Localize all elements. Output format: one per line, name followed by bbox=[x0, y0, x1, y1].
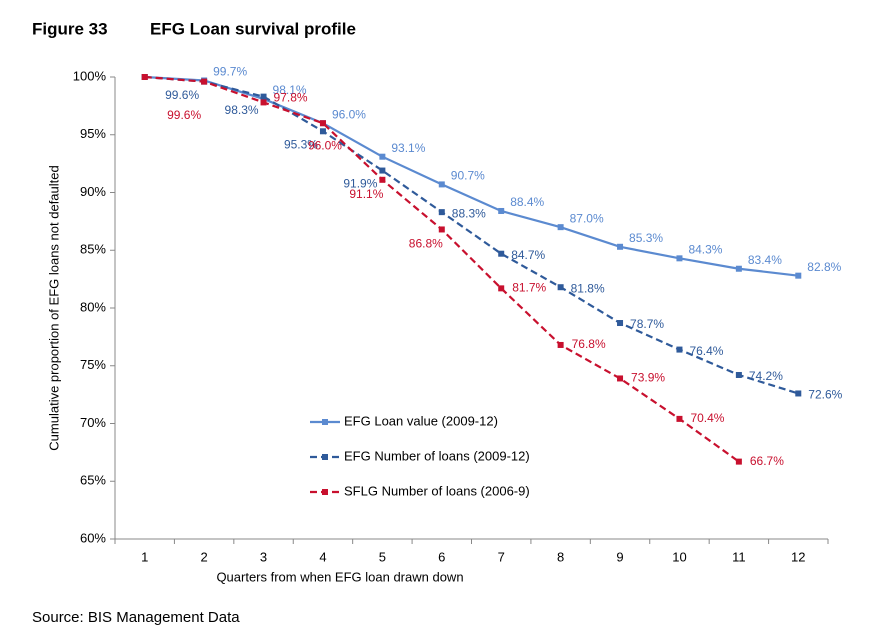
data-label: 96.0% bbox=[332, 107, 366, 121]
data-point bbox=[438, 181, 445, 188]
data-label: 88.3% bbox=[452, 206, 486, 220]
data-point bbox=[557, 284, 564, 291]
data-label: 84.3% bbox=[688, 243, 722, 257]
legend-marker bbox=[322, 419, 328, 425]
y-tick-label: 65% bbox=[80, 473, 106, 488]
data-label: 84.7% bbox=[511, 248, 545, 262]
data-point bbox=[260, 93, 267, 100]
data-label: 81.8% bbox=[571, 281, 605, 295]
data-point bbox=[201, 78, 208, 85]
data-point bbox=[557, 224, 564, 231]
data-point bbox=[319, 120, 326, 127]
data-point bbox=[676, 346, 683, 353]
data-label: 93.1% bbox=[391, 141, 425, 155]
data-label: 73.9% bbox=[631, 371, 665, 385]
data-label: 99.7% bbox=[213, 65, 247, 79]
legend-label: EFG Number of loans (2009-12) bbox=[344, 448, 530, 463]
x-axis-label: Quarters from when EFG loan drawn down bbox=[216, 569, 463, 584]
data-point bbox=[735, 371, 742, 378]
data-label: 78.7% bbox=[630, 317, 664, 331]
data-label: 88.4% bbox=[510, 195, 544, 209]
data-point bbox=[498, 250, 505, 257]
data-label: 66.7% bbox=[750, 454, 784, 468]
data-label: 83.4% bbox=[748, 253, 782, 267]
legend-marker bbox=[322, 489, 328, 495]
series-line bbox=[144, 75, 740, 463]
data-point bbox=[319, 128, 326, 135]
data-point bbox=[735, 458, 742, 465]
data-label: 97.8% bbox=[274, 91, 308, 105]
data-label: 91.1% bbox=[349, 187, 383, 201]
data-label: 87.0% bbox=[570, 211, 604, 225]
x-tick-label: 8 bbox=[557, 549, 564, 564]
data-point bbox=[795, 272, 802, 279]
x-tick-label: 6 bbox=[438, 549, 445, 564]
y-tick-label: 60% bbox=[80, 530, 106, 545]
y-tick-label: 90% bbox=[80, 184, 106, 199]
data-point bbox=[735, 265, 742, 272]
x-tick-label: 11 bbox=[732, 549, 746, 564]
data-label: 99.6% bbox=[165, 88, 199, 102]
data-label: 85.3% bbox=[629, 231, 663, 245]
data-label: 95.3% bbox=[284, 137, 318, 151]
data-label: 76.4% bbox=[689, 344, 723, 358]
data-point bbox=[676, 255, 683, 262]
figure-number: Figure 33 bbox=[32, 19, 108, 38]
x-tick-label: 5 bbox=[379, 549, 386, 564]
data-point bbox=[141, 74, 148, 80]
data-point bbox=[617, 243, 624, 250]
y-tick-label: 100% bbox=[73, 68, 107, 83]
legend-label: SFLG Number of loans (2006-9) bbox=[344, 483, 530, 498]
x-tick-label: 9 bbox=[616, 549, 623, 564]
data-label: 82.8% bbox=[807, 260, 841, 274]
x-tick-label: 4 bbox=[319, 549, 326, 564]
data-label: 70.4% bbox=[690, 411, 724, 425]
data-point bbox=[260, 99, 267, 106]
x-tick-label: 10 bbox=[672, 549, 686, 564]
x-tick-label: 2 bbox=[201, 549, 208, 564]
data-label: 76.8% bbox=[572, 337, 606, 351]
data-label: 98.1% bbox=[273, 83, 307, 97]
source-note: Source: BIS Management Data bbox=[32, 609, 240, 626]
data-point bbox=[379, 167, 386, 174]
data-label: 86.8% bbox=[409, 237, 443, 251]
data-label: 99.6% bbox=[167, 108, 201, 122]
data-point bbox=[438, 209, 445, 216]
data-label: 98.3% bbox=[225, 103, 259, 117]
data-point bbox=[617, 320, 624, 327]
series-line bbox=[144, 75, 799, 395]
data-point bbox=[498, 285, 505, 292]
x-tick-label: 1 bbox=[141, 549, 148, 564]
x-tick-label: 12 bbox=[791, 549, 805, 564]
data-point bbox=[676, 415, 683, 422]
data-label: 74.2% bbox=[749, 369, 783, 383]
data-point bbox=[617, 375, 624, 382]
series-line bbox=[144, 75, 799, 277]
x-tick-label: 3 bbox=[260, 549, 267, 564]
data-label: 72.6% bbox=[808, 388, 842, 402]
y-tick-label: 70% bbox=[80, 415, 106, 430]
y-tick-label: 95% bbox=[80, 126, 106, 141]
data-label: 81.7% bbox=[512, 281, 546, 295]
data-point bbox=[379, 153, 386, 160]
data-point bbox=[379, 176, 386, 183]
y-tick-label: 85% bbox=[80, 242, 106, 257]
data-point bbox=[498, 207, 505, 214]
chart-title: EFG Loan survival profile bbox=[150, 19, 356, 38]
x-tick-label: 7 bbox=[498, 549, 505, 564]
y-tick-label: 75% bbox=[80, 357, 106, 372]
data-label: 90.7% bbox=[451, 169, 485, 183]
data-point bbox=[795, 390, 802, 397]
data-label: 96.0% bbox=[308, 138, 342, 152]
data-point bbox=[438, 226, 445, 233]
data-point bbox=[557, 341, 564, 348]
y-tick-label: 80% bbox=[80, 299, 106, 314]
legend-marker bbox=[322, 454, 328, 460]
legend-label: EFG Loan value (2009-12) bbox=[344, 413, 498, 428]
data-label: 91.9% bbox=[343, 177, 377, 191]
y-axis-label: Cumulative proportion of EFG loans not d… bbox=[46, 165, 61, 450]
